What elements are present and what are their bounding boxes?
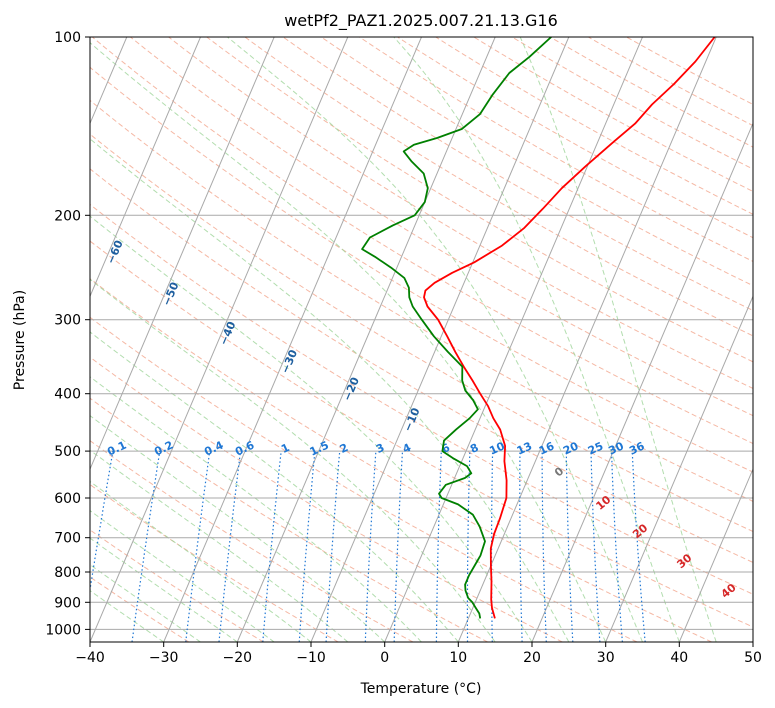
mixing-ratio-line <box>262 451 282 642</box>
dry-adiabat-line <box>90 240 753 628</box>
dry-adiabat-line <box>90 133 753 533</box>
moist-adiabat-line <box>90 449 349 642</box>
isotherm-line <box>678 467 753 642</box>
dry-adiabat-line <box>90 529 264 642</box>
y-tick-label: 400 <box>54 387 81 403</box>
mixing-ratio-label: 25 <box>586 439 605 457</box>
dry-adiabat-line <box>206 37 753 363</box>
isotherm-line <box>90 37 201 298</box>
isotherm-line <box>605 295 753 642</box>
dry-adiabat-line <box>90 483 339 642</box>
dry-adiabat-line <box>90 316 638 642</box>
dewpoint-profile-line <box>361 37 552 619</box>
y-tick-label: 500 <box>54 444 81 460</box>
axes: −40 −30 −20 −10 0 10 20 30 40 50 100 200 300 400 500 60… <box>45 30 762 666</box>
dry-adiabat-line <box>168 37 753 389</box>
mixing-ratio-label: 30 <box>606 439 626 457</box>
y-tick-label: 900 <box>54 595 81 611</box>
plot-frame <box>89 36 754 643</box>
moist-adiabat-line <box>90 480 312 642</box>
isotherm-line <box>384 37 643 642</box>
x-tick-label: −20 <box>223 650 253 666</box>
moist-adiabat-line <box>393 37 680 642</box>
moist-adiabat-line <box>90 589 164 642</box>
y-tick-label: 300 <box>54 313 81 329</box>
background-lines <box>90 37 753 642</box>
y-tick-label: 1000 <box>45 622 81 638</box>
mixing-ratio-label: 36 <box>627 439 647 457</box>
x-tick-label: 0 <box>380 650 389 666</box>
dry-adiabat-line <box>282 37 753 312</box>
mixing-ratio-line <box>298 451 316 642</box>
isotherm-line <box>752 640 753 642</box>
chart-title: wetPf2_PAZ1.2025.007.21.13.G16 <box>284 11 558 31</box>
plot-background <box>90 37 753 642</box>
dry-adiabat-line <box>90 203 753 595</box>
isotherm-line <box>90 37 275 471</box>
x-tick-label: −40 <box>75 650 105 666</box>
mixing-ratio-label: 13 <box>515 439 534 457</box>
y-tick-label: 100 <box>54 30 81 46</box>
isotherm-line <box>236 37 496 642</box>
mixing-ratio-line <box>631 451 646 642</box>
moist-adiabat-line <box>90 278 496 642</box>
dry-adiabat-line <box>90 66 753 473</box>
moist-adiabat-line <box>90 376 422 642</box>
x-tick-label: 10 <box>449 650 467 666</box>
moist-adiabat-line <box>90 138 570 642</box>
isotherm-label: −80 <box>0 152 15 180</box>
mixing-ratio-line <box>131 451 161 642</box>
mixing-ratio-line <box>90 450 114 594</box>
mixing-ratio-label: 16 <box>537 439 557 457</box>
dry-adiabat-line <box>90 278 712 642</box>
moist-adiabat-line <box>90 331 459 642</box>
dry-adiabat-line <box>90 356 563 642</box>
x-tick-label: 50 <box>744 650 762 666</box>
temperature-profile-line <box>423 37 716 619</box>
y-tick-label: 800 <box>54 565 81 581</box>
mixing-ratio-label: 20 <box>561 439 581 457</box>
x-tick-label: 40 <box>670 650 688 666</box>
dry-adiabat-line <box>90 168 753 563</box>
moist-adiabat-line <box>227 37 643 642</box>
y-tick-label: 600 <box>54 491 81 507</box>
isotherm-line <box>90 37 349 642</box>
isotherm-line <box>531 122 753 642</box>
y-tick-label: 200 <box>54 208 81 224</box>
mixing-ratio-label: 10 <box>487 439 507 457</box>
x-tick-label: −30 <box>149 650 179 666</box>
moist-adiabat-line <box>519 37 717 642</box>
isotherm-line <box>163 37 422 642</box>
x-tick-label: 20 <box>523 650 541 666</box>
dry-adiabat-line <box>244 37 753 337</box>
isotherm-line <box>310 37 570 642</box>
y-tick-label: 700 <box>54 531 81 547</box>
x-axis-title: Temperature (°C) <box>360 681 482 697</box>
x-tick-label: 30 <box>597 650 615 666</box>
mixing-ratio-line <box>185 451 211 642</box>
x-tick-label: −10 <box>296 650 326 666</box>
dry-adiabat-line <box>90 99 753 502</box>
profile-series <box>361 37 716 619</box>
moist-adiabat-line <box>90 215 533 642</box>
mixing-ratio-line <box>218 451 242 642</box>
y-axis-title: Pressure (hPa) <box>12 290 28 390</box>
dry-adiabat-line <box>90 397 488 642</box>
isotherm-line <box>457 37 717 642</box>
